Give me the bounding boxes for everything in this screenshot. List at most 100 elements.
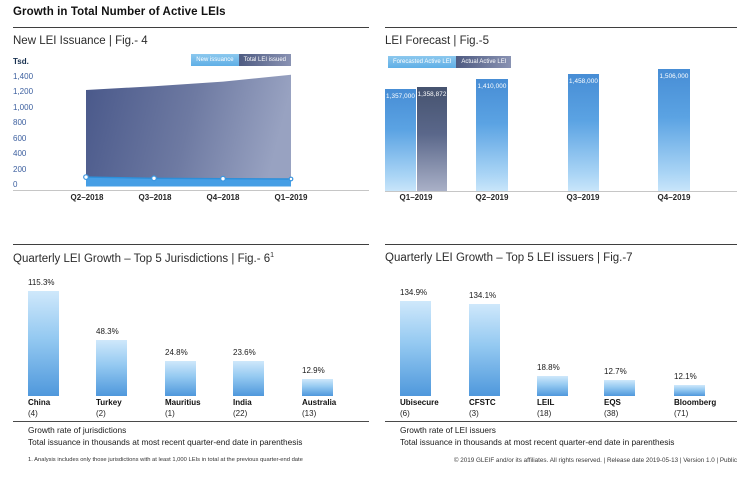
y-axis-unit-label: Tsd. (13, 57, 29, 66)
bar-china: 115.3% (28, 278, 59, 396)
bar-ubisecure: 134.9% (400, 288, 431, 396)
bar-australia: 12.9% (302, 366, 333, 396)
area-chart-svg (83, 74, 294, 187)
x-axis-label: Q1–2019 (274, 193, 308, 202)
legend-item-total-lei-issued: Total LEI issued (238, 54, 291, 66)
y-tick-label: 1,200 (13, 87, 34, 97)
y-tick-label: 1,000 (13, 102, 34, 112)
y-tick-label: 400 (13, 149, 27, 159)
pct-label: 134.1% (469, 291, 497, 300)
bar-cfstc: 134.1% (469, 291, 500, 396)
bar-value-label: 1,506,000 (659, 73, 689, 80)
bar-india: 23.6% (233, 348, 264, 396)
y-tick-label: 200 (13, 164, 27, 174)
x-axis-label: Q3–2019 (566, 193, 600, 202)
fig6-title: Quarterly LEI Growth – Top 5 Jurisdictio… (13, 252, 274, 265)
category-count: (3) (469, 409, 479, 418)
category-label: Australia (302, 398, 337, 407)
category-label: Ubisecure (400, 398, 439, 407)
category-count: (71) (674, 409, 689, 418)
x-axis-line (385, 191, 737, 192)
bar-value-label: 1,358,872 (417, 91, 447, 98)
fig4-title: New LEI Issuance | Fig.- 4 (13, 35, 148, 47)
pct-label: 48.3% (96, 327, 119, 336)
fig6-title-footnote-marker: 1 (270, 252, 275, 259)
chart-fig5-lei-forecast: LEI Forecast | Fig.-5 Forecasted Active … (385, 27, 737, 245)
pct-label: 18.8% (537, 363, 560, 372)
page-title: Growth in Total Number of Active LEIs (13, 6, 226, 18)
fig4-legend: New issuance Total LEI issued (191, 54, 291, 66)
note-line: Growth rate of jurisdictions (28, 425, 127, 435)
data-point-marker (288, 176, 294, 182)
category-label: EQS (604, 398, 621, 407)
x-axis-label: Q4–2019 (657, 193, 691, 202)
x-axis-label: Q2–2019 (475, 193, 509, 202)
bar-turkey: 48.3% (96, 327, 127, 396)
bar-mauritius: 24.8% (165, 348, 196, 396)
fig5-title: LEI Forecast | Fig.-5 (385, 35, 489, 47)
data-point-marker (151, 175, 157, 182)
pct-label: 12.9% (302, 366, 325, 375)
total-lei-issued-area (86, 74, 291, 186)
category-count: (6) (400, 409, 410, 418)
x-axis-label: Q4–2018 (206, 193, 240, 202)
bar-bloomberg: 12.1% (674, 372, 705, 396)
y-tick-label: 800 (13, 118, 27, 128)
bar-value-label: 1,357,000 (386, 93, 415, 100)
data-point-marker (220, 175, 226, 182)
pct-label: 12.1% (674, 372, 697, 381)
legend-item-forecasted-active-lei: Forecasted Active LEI (388, 56, 457, 68)
chart-fig4-new-lei-issuance: New LEI Issuance | Fig.- 4 New issuance … (13, 27, 369, 245)
y-tick-label: 600 (13, 133, 27, 143)
x-axis-label: Q1–2019 (399, 193, 433, 202)
bar-actual-q1-2019: 1,358,872 (417, 87, 447, 191)
bar-forecast-q3-2019: 1,458,000 (568, 74, 599, 191)
new-issuance-line (85, 176, 292, 180)
note-line: Total issuance in thousands at most rece… (400, 437, 675, 447)
category-count: (38) (604, 409, 619, 418)
category-label: Turkey (96, 398, 122, 407)
bar-forecast-q4-2019: 1,506,000 (658, 69, 690, 191)
bar-forecast-q2-2019: 1,410,000 (476, 79, 508, 191)
category-count: (22) (233, 409, 248, 418)
category-count: (4) (28, 409, 38, 418)
page-footer: © 2019 GLEIF and/or its affiliates. All … (453, 457, 737, 464)
section-divider (13, 421, 369, 422)
footnote: 1. Analysis includes only those jurisdic… (28, 457, 303, 463)
pct-label: 24.8% (165, 348, 188, 357)
bar-value-label: 1,458,000 (569, 78, 598, 85)
y-tick-label: 0 (13, 179, 18, 189)
category-count: (1) (165, 409, 175, 418)
bar-leil: 18.8% (537, 363, 568, 396)
note-line: Growth rate of LEI issuers (400, 425, 496, 435)
bar-eqs: 12.7% (604, 367, 635, 396)
legend-item-actual-active-lei: Actual Active LEI (456, 56, 512, 68)
category-label: China (28, 398, 51, 407)
category-label: CFSTC (469, 398, 496, 407)
chart-fig6-top5-jurisdictions: Quarterly LEI Growth – Top 5 Jurisdictio… (13, 244, 369, 480)
section-divider (385, 421, 737, 422)
category-label: India (233, 398, 252, 407)
pct-label: 12.7% (604, 367, 627, 376)
fig5-legend: Forecasted Active LEI Actual Active LEI (388, 56, 512, 68)
y-tick-label: 1,400 (13, 72, 34, 81)
bar-forecast-q1-2019: 1,357,000 (385, 89, 416, 191)
category-label: Mauritius (165, 398, 201, 407)
data-point-marker (83, 174, 89, 180)
category-count: (18) (537, 409, 552, 418)
x-axis-line (13, 190, 369, 191)
fig6-title-text: Quarterly LEI Growth – Top 5 Jurisdictio… (13, 252, 271, 265)
chart-fig7-top5-lei-issuers: Quarterly LEI Growth – Top 5 LEI issuers… (385, 244, 737, 480)
bar-value-label: 1,410,000 (477, 83, 507, 90)
pct-label: 23.6% (233, 348, 256, 357)
legend-item-new-issuance: New issuance (191, 54, 239, 66)
x-axis-label: Q3–2018 (138, 193, 172, 202)
pct-label: 134.9% (400, 288, 428, 297)
fig7-title: Quarterly LEI Growth – Top 5 LEI issuers… (385, 252, 633, 264)
x-axis-label: Q2–2018 (70, 193, 104, 202)
fig4-y-axis-ticks: 1,400 1,200 1,000 800 600 400 200 0 (13, 72, 33, 189)
category-count: (2) (96, 409, 106, 418)
note-line: Total issuance in thousands at most rece… (28, 437, 303, 447)
pct-label: 115.3% (28, 278, 55, 287)
